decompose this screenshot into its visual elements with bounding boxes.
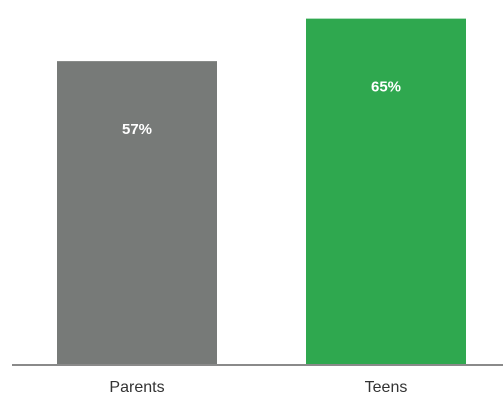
category-label-parents: Parents (109, 379, 164, 396)
bar-parents (57, 61, 217, 364)
data-label-parents: 57% (122, 121, 152, 138)
labels-group: 57% Parents 65% Teens (109, 79, 407, 396)
category-label-teens: Teens (365, 379, 408, 396)
bars-group (57, 18, 466, 365)
data-label-teens: 65% (371, 79, 401, 96)
bar-teens (306, 18, 466, 365)
